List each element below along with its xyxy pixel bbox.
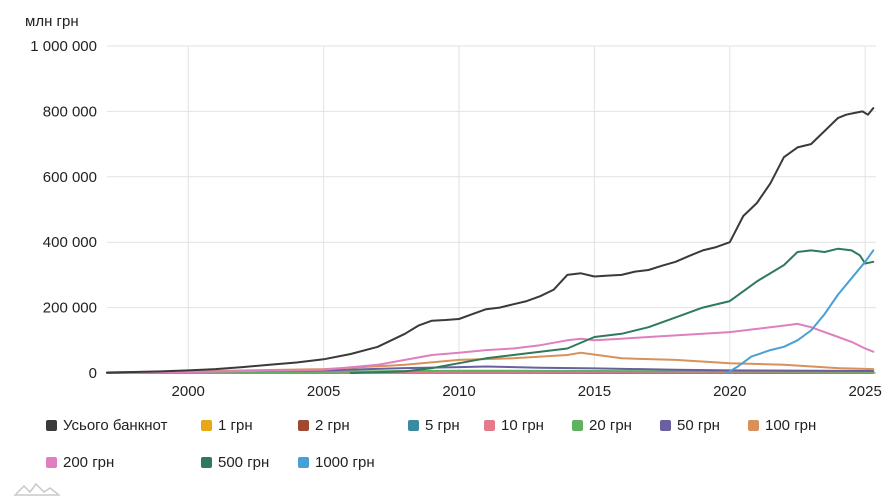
legend-label: 2 грн [315, 417, 350, 434]
legend-swatch [201, 457, 212, 468]
y-tick-label: 600 000 [43, 169, 97, 186]
legend-swatch [572, 420, 583, 431]
legend-item[interactable]: 100 грн [748, 417, 816, 434]
legend-label: 100 грн [765, 417, 817, 434]
legend-item[interactable]: 20 грн [572, 417, 632, 434]
legend-label: 500 грн [218, 454, 270, 471]
legend-swatch [484, 420, 495, 431]
legend-item[interactable]: 1 грн [201, 417, 253, 434]
legend-swatch [46, 457, 57, 468]
gridlines [107, 45, 876, 374]
legend-item[interactable]: Усього банкнот [46, 417, 167, 434]
series-line [349, 247, 875, 374]
x-tick-label: 2015 [578, 383, 611, 400]
x-tick-label: 2005 [307, 383, 340, 400]
legend-item[interactable]: 5 грн [408, 417, 460, 434]
x-tick-label: 2010 [442, 383, 475, 400]
x-tick-label: 2020 [713, 383, 746, 400]
y-tick-label: 200 000 [43, 300, 97, 317]
y-tick-label: 1 000 000 [30, 38, 97, 55]
y-tick-label: 400 000 [43, 234, 97, 251]
legend-item[interactable]: 50 грн [660, 417, 720, 434]
legend-swatch [298, 420, 309, 431]
x-axis: 2000 2005 2010 2015 2020 2025 [172, 383, 882, 400]
y-tick-label: 800 000 [43, 103, 97, 120]
line-chart: млн грн 0 200 000 400 000 600 000 800 000 1 0… [25, 13, 882, 400]
legend-swatch [660, 420, 671, 431]
series-lines [106, 107, 875, 374]
legend-item[interactable]: 200 грн [46, 454, 114, 471]
series-line [106, 322, 875, 374]
legend-label: Усього банкнот [63, 417, 168, 434]
legend-item[interactable]: 10 грн [484, 417, 544, 434]
x-tick-label: 2025 [848, 383, 881, 400]
legend-label: 20 грн [589, 417, 632, 434]
legend-swatch [748, 420, 759, 431]
x-tick-label: 2000 [172, 383, 205, 400]
watermark-icon [14, 482, 60, 496]
series-line [726, 249, 875, 374]
series-line [106, 107, 875, 374]
legend-label: 1 грн [218, 417, 253, 434]
y-tick-label: 0 [89, 365, 97, 382]
legend-label: 10 грн [501, 417, 544, 434]
y-unit-label: млн грн [25, 13, 79, 30]
legend-item[interactable]: 500 грн [201, 454, 269, 471]
legend-label: 200 грн [63, 454, 115, 471]
legend-label: 50 грн [677, 417, 720, 434]
legend-item[interactable]: 1000 грн [298, 454, 375, 471]
legend-label: 5 грн [425, 417, 460, 434]
legend-swatch [46, 420, 57, 431]
legend-swatch [298, 457, 309, 468]
y-axis: 0 200 000 400 000 600 000 800 000 1 000 000 [30, 38, 97, 382]
legend-label: 1000 грн [315, 454, 375, 471]
legend-swatch [201, 420, 212, 431]
legend-item[interactable]: 2 грн [298, 417, 350, 434]
legend-swatch [408, 420, 419, 431]
